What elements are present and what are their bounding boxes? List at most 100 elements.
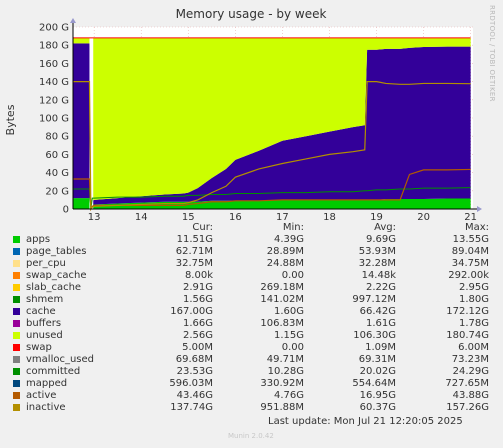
legend-min: 951.88M <box>260 402 304 413</box>
legend-swatch <box>13 296 20 303</box>
legend-swatch <box>13 356 20 363</box>
legend-row-cache: cache 167.00G 1.60G 66.42G 172.12G <box>13 306 493 318</box>
legend-max: 73.23M <box>451 354 489 365</box>
legend-cur: 1.56G <box>182 294 213 305</box>
y-tick-label: 160 G <box>39 59 69 70</box>
legend-avg: 60.37G <box>359 402 396 413</box>
legend-name: cache <box>26 306 56 317</box>
legend-name: page_tables <box>26 246 87 257</box>
legend-swatch <box>13 236 20 243</box>
legend-swatch <box>13 320 20 327</box>
legend-name: mapped <box>26 378 68 389</box>
legend-swatch <box>13 260 20 267</box>
legend-min: 49.71M <box>266 354 304 365</box>
legend-swatch <box>13 332 20 339</box>
legend-header: Cur: Min: Avg: Max: <box>13 222 493 234</box>
line-committed <box>73 187 471 210</box>
legend-swatch <box>13 284 20 291</box>
y-axis-arrow <box>70 18 76 23</box>
last-update: Last update: Mon Jul 21 12:20:05 2025 <box>268 416 463 427</box>
legend-cur: 62.71M <box>175 246 213 257</box>
legend-avg: 20.02G <box>359 366 396 377</box>
legend-cur: 23.53G <box>176 366 213 377</box>
x-tick-label: 20 <box>417 212 430 223</box>
y-tick-label: 180 G <box>39 41 69 52</box>
legend-name: unused <box>26 330 63 341</box>
legend-min: 24.88M <box>266 258 304 269</box>
legend-max: 180.74G <box>446 330 489 341</box>
legend-cur: 137.74G <box>170 402 213 413</box>
legend-swatch <box>13 248 20 255</box>
legend-name: apps <box>26 234 51 245</box>
y-tick-label: 60 G <box>45 150 69 161</box>
legend-name: committed <box>26 366 81 377</box>
axes <box>70 18 482 212</box>
legend-cur: 43.46G <box>176 390 213 401</box>
col-avg: Avg: <box>374 222 396 233</box>
y-tick-label: 20 G <box>45 186 69 197</box>
x-ticks: 13 14 15 16 17 18 19 20 21 <box>88 212 477 223</box>
legend-name: active <box>26 390 57 401</box>
legend-name: slab_cache <box>26 282 82 293</box>
legend-cur: 8.00k <box>184 270 213 281</box>
legend-avg: 66.42G <box>359 306 396 317</box>
legend-name: inactive <box>26 402 66 413</box>
legend-row-per-cpu: per_cpu 32.75M 24.88M 32.28M 34.75M <box>13 258 493 270</box>
legend-swatch <box>13 404 20 411</box>
legend-cur: 2.91G <box>182 282 213 293</box>
legend-row-vmalloc-used: vmalloc_used 69.68M 49.71M 69.31M 73.23M <box>13 354 493 366</box>
legend-max: 2.95G <box>458 282 489 293</box>
col-min: Min: <box>282 222 304 233</box>
x-tick-label: 17 <box>276 212 289 223</box>
y-tick-label: 40 G <box>45 168 69 179</box>
legend-avg: 1.09M <box>365 342 396 353</box>
legend-min: 106.83M <box>260 318 304 329</box>
legend-row-slab-cache: slab_cache 2.91G 269.18M 2.22G 2.95G <box>13 282 493 294</box>
x-tick-label: 15 <box>182 212 195 223</box>
legend-max: 43.88G <box>452 390 489 401</box>
col-max: Max: <box>464 222 489 233</box>
legend-name: swap_cache <box>26 270 87 281</box>
legend-avg: 53.93M <box>358 246 396 257</box>
legend-max: 89.04M <box>451 246 489 257</box>
col-cur: Cur: <box>192 222 213 233</box>
legend-row-committed: committed 23.53G 10.28G 20.02G 24.29G <box>13 366 493 378</box>
plot-area <box>73 27 471 209</box>
legend-row-inactive: inactive 137.74G 951.88M 60.37G 157.26G <box>13 402 493 414</box>
legend-max: 157.26G <box>446 402 489 413</box>
area-unused <box>73 37 471 209</box>
legend-name: per_cpu <box>26 258 66 269</box>
y-tick-label: 100 G <box>39 114 69 125</box>
reboot-gap <box>89 27 94 209</box>
x-tick-label: 14 <box>135 212 148 223</box>
legend-min: 1.60G <box>273 306 304 317</box>
legend-avg: 2.22G <box>365 282 396 293</box>
legend-swatch <box>13 272 20 279</box>
legend-swatch <box>13 380 20 387</box>
legend-max: 1.80G <box>458 294 489 305</box>
legend-avg: 16.95G <box>359 390 396 401</box>
x-tick-label: 13 <box>88 212 101 223</box>
legend-min: 4.39G <box>273 234 304 245</box>
legend-max: 6.00M <box>458 342 489 353</box>
legend-max: 727.65M <box>445 378 489 389</box>
munin-version: Munin 2.0.42 <box>228 432 274 440</box>
legend-min: 330.92M <box>260 378 304 389</box>
legend-max: 172.12G <box>446 306 489 317</box>
legend-row-buffers: buffers 1.66G 106.83M 1.61G 1.78G <box>13 318 493 330</box>
legend-min: 269.18M <box>260 282 304 293</box>
legend-avg: 32.28M <box>358 258 396 269</box>
legend-min: 10.28G <box>267 366 304 377</box>
y-tick-label: 0 <box>63 205 69 216</box>
legend-cur: 167.00G <box>170 306 213 317</box>
legend-avg: 554.64M <box>352 378 396 389</box>
legend-max: 13.55G <box>452 234 489 245</box>
legend-row-shmem: shmem 1.56G 141.02M 997.12M 1.80G <box>13 294 493 306</box>
x-tick-label: 21 <box>464 212 477 223</box>
legend-max: 24.29G <box>452 366 489 377</box>
area-cache <box>73 43 471 209</box>
legend-name: shmem <box>26 294 64 305</box>
x-axis-arrow <box>477 206 482 212</box>
legend-row-page-tables: page_tables 62.71M 28.89M 53.93M 89.04M <box>13 246 493 258</box>
